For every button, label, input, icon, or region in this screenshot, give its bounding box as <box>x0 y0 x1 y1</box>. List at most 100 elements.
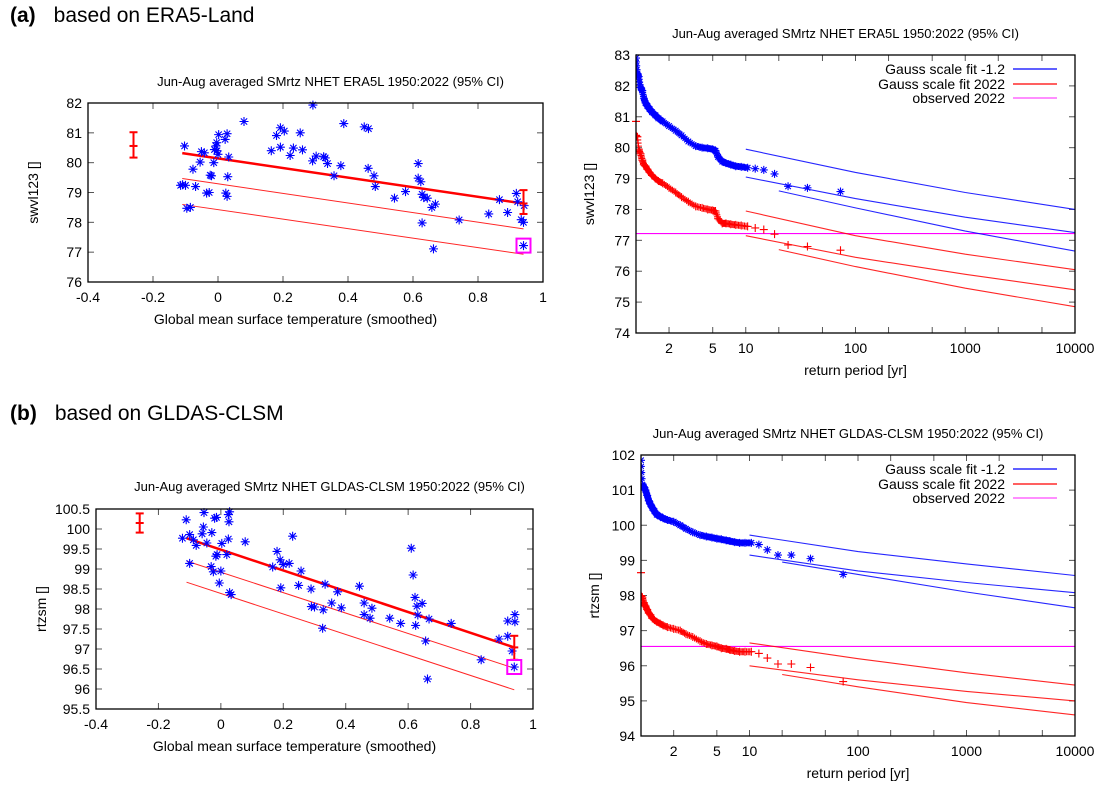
data-point <box>207 171 216 181</box>
y-tick-label: 79 <box>66 185 82 201</box>
data-point <box>182 203 192 213</box>
data-point <box>396 618 406 628</box>
data-point <box>308 156 318 166</box>
x-tick-label: 5 <box>709 340 717 356</box>
data-point <box>509 662 519 672</box>
fit-curve-current-upper <box>745 210 1075 271</box>
chart-a-return: Jun-Aug averaged SMrtz NHET ERA5L 1950:2… <box>581 26 1095 378</box>
x-tick-label: -0.4 <box>84 716 108 732</box>
data-point <box>510 617 520 627</box>
panel-label-b: (b) based on GLDAS-CLSM <box>10 402 284 426</box>
chart-title: Jun-Aug averaged SMrtz NHET ERA5L 1950:2… <box>157 74 504 89</box>
fit-line-fit <box>182 151 524 205</box>
counterfactual-point <box>803 183 812 192</box>
current-point <box>668 624 676 632</box>
data-point <box>207 528 217 538</box>
counterfactual-point <box>636 72 642 80</box>
data-point <box>223 534 233 544</box>
current-point <box>679 628 687 636</box>
data-point <box>226 590 236 600</box>
data-point <box>513 197 523 207</box>
y-tick-label: 77 <box>66 244 82 260</box>
data-point <box>298 145 307 155</box>
y-tick-label: 99 <box>619 552 635 568</box>
data-point <box>333 587 343 597</box>
y-tick-label: 82 <box>614 78 630 94</box>
data-point <box>222 129 232 139</box>
y-tick-label: 79 <box>614 171 630 187</box>
current-point <box>641 593 646 601</box>
y-tick-label: 76 <box>66 274 82 290</box>
data-point <box>185 558 195 568</box>
data-point <box>185 202 195 212</box>
plot-area <box>636 54 1075 308</box>
current-point <box>698 638 706 646</box>
counterfactual-point <box>707 145 715 153</box>
x-tick-label: 10 <box>738 340 754 356</box>
x-axis-label: Global mean surface temperature (smoothe… <box>153 738 436 754</box>
plot-area <box>641 456 1075 716</box>
data-point <box>385 613 395 623</box>
data-point <box>240 537 250 547</box>
data-point <box>211 512 221 522</box>
data-point <box>284 558 294 568</box>
x-axis-label: Global mean surface temperature (smoothe… <box>154 311 437 327</box>
data-point <box>428 244 438 254</box>
data-point <box>180 141 190 151</box>
data-point <box>408 570 418 580</box>
counterfactual-point <box>690 141 698 149</box>
counterfactual-point <box>636 62 641 70</box>
chart-b-return: Jun-Aug averaged SMrtz NHET GLDAS-CLSM 1… <box>586 426 1095 781</box>
current-point <box>683 197 691 205</box>
x-axis-label: return period [yr] <box>807 765 910 781</box>
data-point <box>306 584 316 594</box>
current-point <box>694 636 702 644</box>
data-point <box>222 191 232 201</box>
counterfactual-point <box>763 545 772 554</box>
data-point <box>176 180 186 190</box>
highlight-box-2022 <box>506 659 523 675</box>
data-point <box>363 124 373 134</box>
data-point <box>413 173 423 183</box>
data-point <box>329 171 339 181</box>
counterfactual-point <box>701 532 709 540</box>
data-point <box>427 202 437 212</box>
panel-label-a: (a) based on ERA5-Land <box>10 4 254 28</box>
counterfactual-point <box>688 528 697 537</box>
counterfactual-point <box>644 495 652 503</box>
y-tick-label: 94 <box>619 728 635 744</box>
legend-label: Gauss scale fit -1.2 <box>885 461 1005 477</box>
counterfactual-point <box>643 490 651 498</box>
current-point <box>649 172 657 180</box>
current-point <box>688 632 697 641</box>
x-tick-label: 5 <box>713 743 721 759</box>
x-tick-label: 0.6 <box>403 289 423 305</box>
y-axis-label: rtzsm [] <box>33 586 49 632</box>
counterfactual-point <box>754 540 763 549</box>
data-point <box>199 148 209 158</box>
x-tick-label: 10000 <box>1056 743 1095 759</box>
data-point <box>417 189 427 199</box>
counterfactual-point <box>687 527 695 535</box>
data-point <box>494 634 504 644</box>
data-point <box>511 188 521 198</box>
y-tick-label: 96.5 <box>63 661 90 677</box>
y-tick-label: 83 <box>614 47 630 63</box>
panel-title: based on ERA5-Land <box>53 4 255 27</box>
x-axis-label: return period [yr] <box>804 362 907 378</box>
data-point <box>275 123 285 133</box>
current-point <box>759 225 768 234</box>
data-point <box>212 146 222 156</box>
current-point <box>687 632 695 640</box>
data-point <box>422 674 432 684</box>
data-point <box>191 182 201 192</box>
y-tick-label: 100.5 <box>55 501 90 517</box>
x-tick-label: -0.2 <box>146 716 170 732</box>
chart-a-scatter: Jun-Aug averaged SMrtz NHET ERA5L 1950:2… <box>25 74 547 327</box>
data-point <box>503 616 513 626</box>
plot-area <box>129 100 529 255</box>
chart-title: Jun-Aug averaged SMrtz NHET ERA5L 1950:2… <box>672 26 1019 41</box>
current-point <box>690 201 698 209</box>
data-point <box>320 153 330 163</box>
